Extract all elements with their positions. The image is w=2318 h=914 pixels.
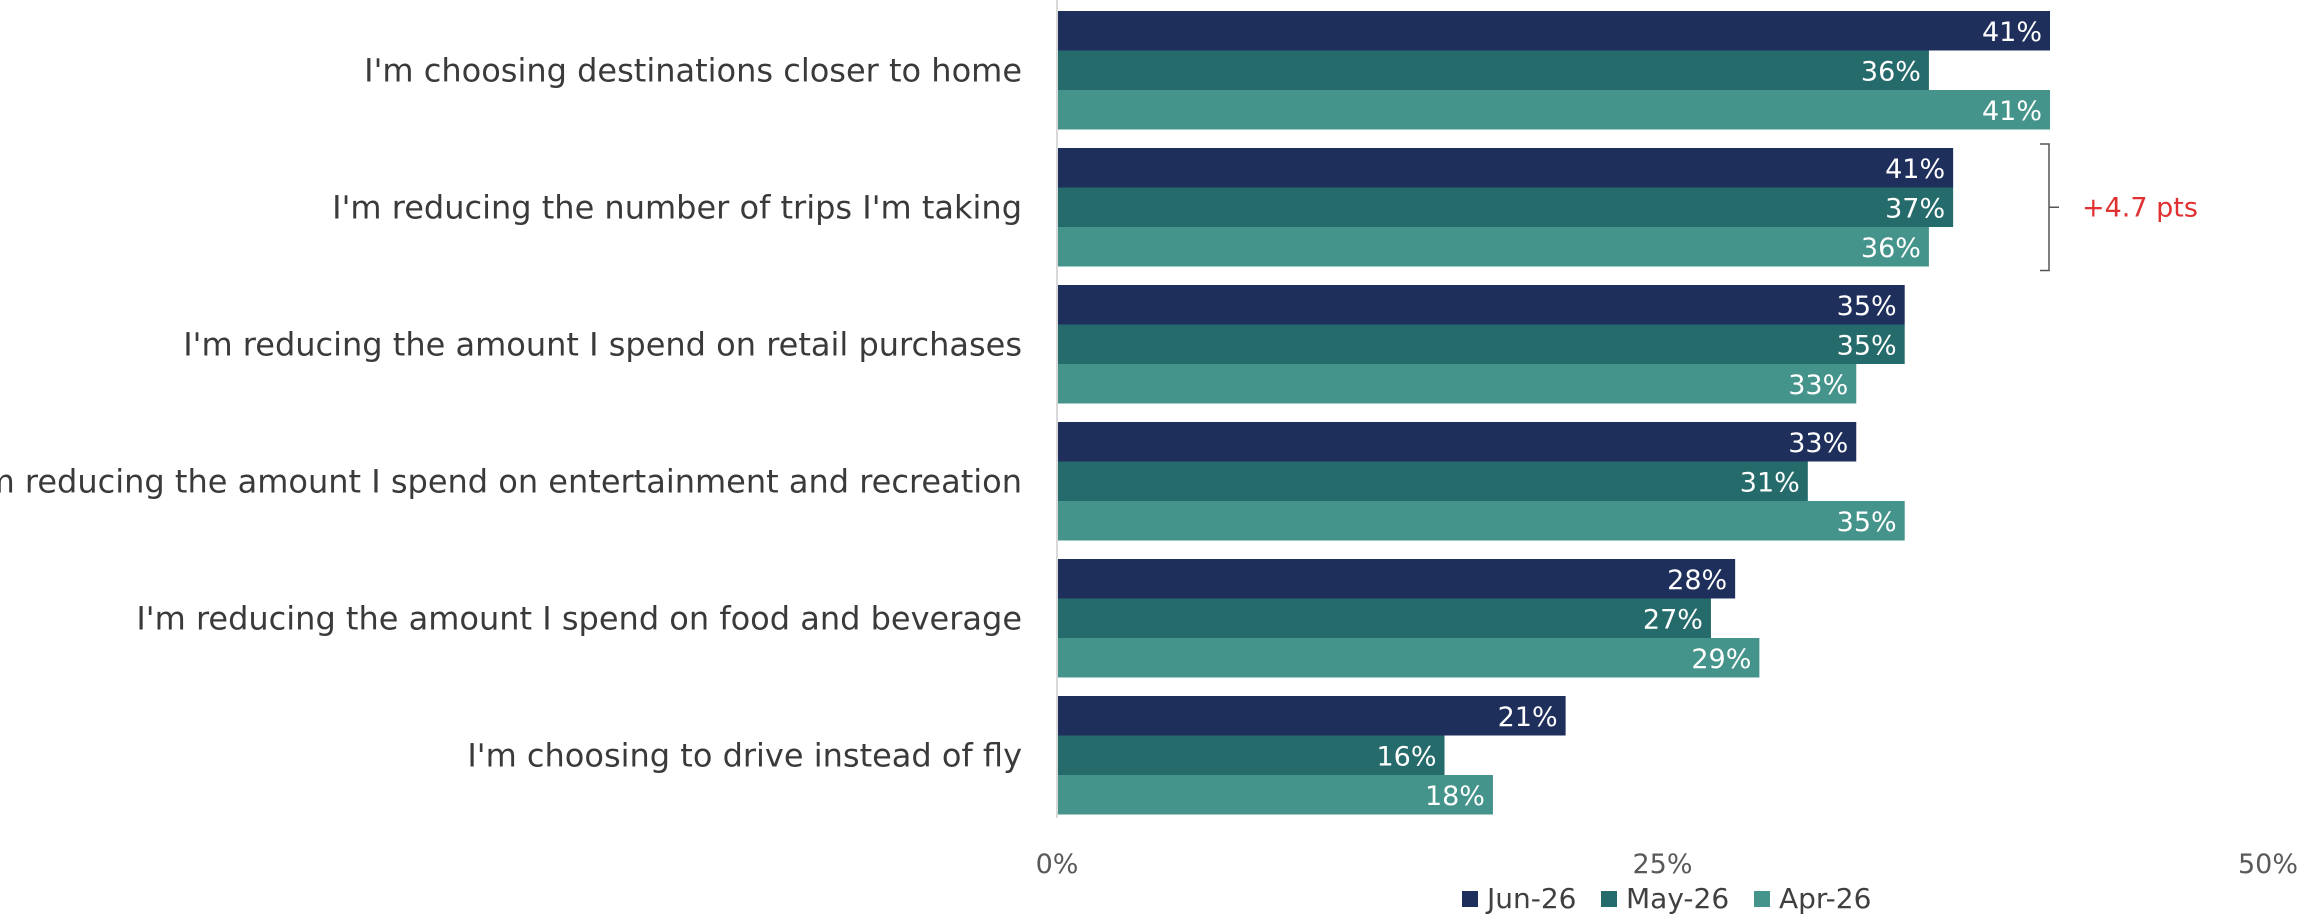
bar-may-26-1 [1057, 187, 1954, 227]
x-tick-label: 0% [1036, 849, 1079, 880]
value-label: 28% [1667, 565, 1727, 596]
bar-apr-26-2 [1057, 364, 1857, 404]
value-label: 41% [1885, 154, 1945, 185]
bar-may-26-3 [1057, 461, 1808, 501]
value-label: 37% [1885, 193, 1945, 224]
bar-may-26-5 [1057, 735, 1445, 775]
x-tick-label: 50% [2238, 849, 2298, 880]
bar-apr-26-0 [1057, 90, 2051, 130]
bar-jun-26-5 [1057, 696, 1566, 736]
annotation-label: +4.7 pts [2082, 192, 2198, 223]
bar-apr-26-4 [1057, 638, 1760, 678]
category-label: I'm reducing the amount I spend on retai… [183, 325, 1022, 363]
value-label: 36% [1861, 56, 1921, 87]
value-label: 29% [1691, 644, 1751, 675]
category-label: I'm choosing to drive instead of fly [467, 736, 1022, 774]
value-label: 18% [1425, 781, 1485, 812]
value-label: 31% [1740, 467, 1800, 498]
value-label: 33% [1788, 428, 1848, 459]
value-label: 35% [1837, 507, 1897, 538]
value-label: 33% [1788, 370, 1848, 401]
category-label: I'm reducing the amount I spend on enter… [0, 462, 1022, 500]
bar-may-26-4 [1057, 598, 1711, 638]
bar-may-26-2 [1057, 324, 1905, 364]
bar-jun-26-3 [1057, 422, 1857, 462]
value-label: 36% [1861, 233, 1921, 264]
value-label: 35% [1837, 291, 1897, 322]
bar-apr-26-5 [1057, 775, 1493, 815]
legend-swatch-jun-26 [1462, 891, 1478, 907]
bar-apr-26-3 [1057, 501, 1905, 541]
legend-label-apr-26: Apr-26 [1779, 882, 1871, 914]
value-label: 27% [1643, 604, 1703, 635]
value-label: 21% [1498, 702, 1558, 733]
bar-jun-26-0 [1057, 11, 2051, 51]
value-label: 41% [1982, 17, 2042, 48]
category-label: I'm reducing the amount I spend on food … [136, 599, 1022, 637]
value-label: 41% [1982, 96, 2042, 127]
bar-jun-26-1 [1057, 148, 1954, 188]
legend-label-may-26: May-26 [1626, 882, 1729, 914]
category-label: I'm reducing the number of trips I'm tak… [332, 188, 1022, 226]
bar-jun-26-4 [1057, 559, 1736, 599]
bar-apr-26-1 [1057, 227, 1929, 267]
category-label: I'm choosing destinations closer to home [364, 51, 1022, 89]
legend-swatch-apr-26 [1754, 891, 1770, 907]
x-tick-label: 25% [1632, 849, 1692, 880]
annotation-bracket [2040, 143, 2050, 272]
value-label: 35% [1837, 330, 1897, 361]
legend-label-jun-26: Jun-26 [1485, 882, 1576, 914]
legend-swatch-may-26 [1601, 891, 1617, 907]
value-label: 16% [1377, 741, 1437, 772]
bar-jun-26-2 [1057, 285, 1905, 325]
bar-may-26-0 [1057, 50, 1929, 90]
